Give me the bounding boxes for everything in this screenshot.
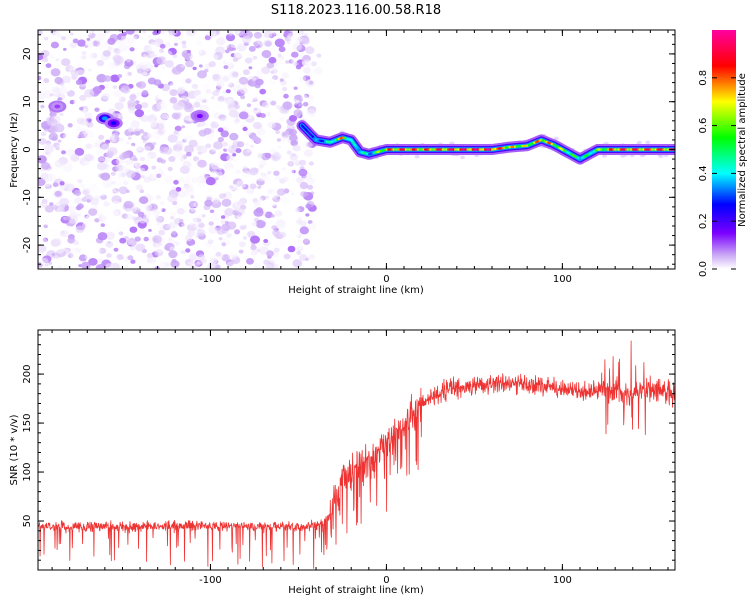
snr-ylabel: SNR (10 * v/v): [9, 414, 20, 485]
colorbar: 0.0 0.2 0.4 0.6 0.8 Normalized spectral ampl…: [698, 30, 748, 277]
spectrogram-xtick-label: 100: [553, 274, 572, 285]
snr-plot-area: [38, 340, 675, 569]
snr-ytick-label: 50: [22, 515, 33, 528]
spectrogram-plot-area: [38, 30, 675, 269]
snr-frame: [37, 329, 676, 571]
snr-ytick-label: 150: [22, 414, 33, 433]
colorbar-tick-label: 0.6: [698, 118, 709, 134]
snr-series-line: [38, 340, 675, 569]
spectrogram-ytick-label: 10: [22, 95, 33, 108]
spectrogram-ytick-label: -20: [22, 237, 33, 253]
snr-panel: -100 0 100 50 100 150 200 Height of straight l…: [9, 329, 676, 596]
snr-xtick-label: 100: [553, 575, 572, 586]
colorbar-tick-label: 0.2: [698, 213, 709, 229]
colorbar-tick-label: 0.4: [698, 165, 709, 181]
snr-xlabel: Height of straight line (km): [288, 585, 424, 596]
snr-ytick-label: 200: [22, 365, 33, 384]
snr-axes: -100 0 100 50 100 150 200: [22, 330, 675, 586]
spectrogram-ytick-label: 0: [22, 146, 33, 152]
colorbar-ticks: 0.0 0.2 0.4 0.6 0.8: [698, 70, 736, 277]
colorbar-tick-label: 0.0: [698, 261, 709, 277]
colorbar-label: Normalized spectral amplitude: [737, 73, 748, 227]
snr-xtick-label: -100: [199, 575, 222, 586]
spectrogram-ytick-label: 20: [22, 48, 33, 61]
spectrogram-ridge: [296, 120, 675, 165]
spectrogram-xtick-label: 0: [383, 274, 389, 285]
spectrogram-noise: [38, 30, 323, 269]
spectrogram-ytick-label: -10: [22, 189, 33, 205]
colorbar-gradient: [712, 30, 736, 269]
spectrogram-xlabel: Height of straight line (km): [288, 285, 424, 296]
spectrogram-ylabel: Frequency (Hz): [9, 112, 20, 188]
snr-ytick-label: 100: [22, 462, 33, 481]
colorbar-tick-label: 0.8: [698, 70, 709, 86]
snr-xtick-label: 0: [383, 575, 389, 586]
chart-title: S118.2023.116.00.58.R18: [271, 3, 441, 18]
spectrogram-xtick-label: -100: [199, 274, 222, 285]
